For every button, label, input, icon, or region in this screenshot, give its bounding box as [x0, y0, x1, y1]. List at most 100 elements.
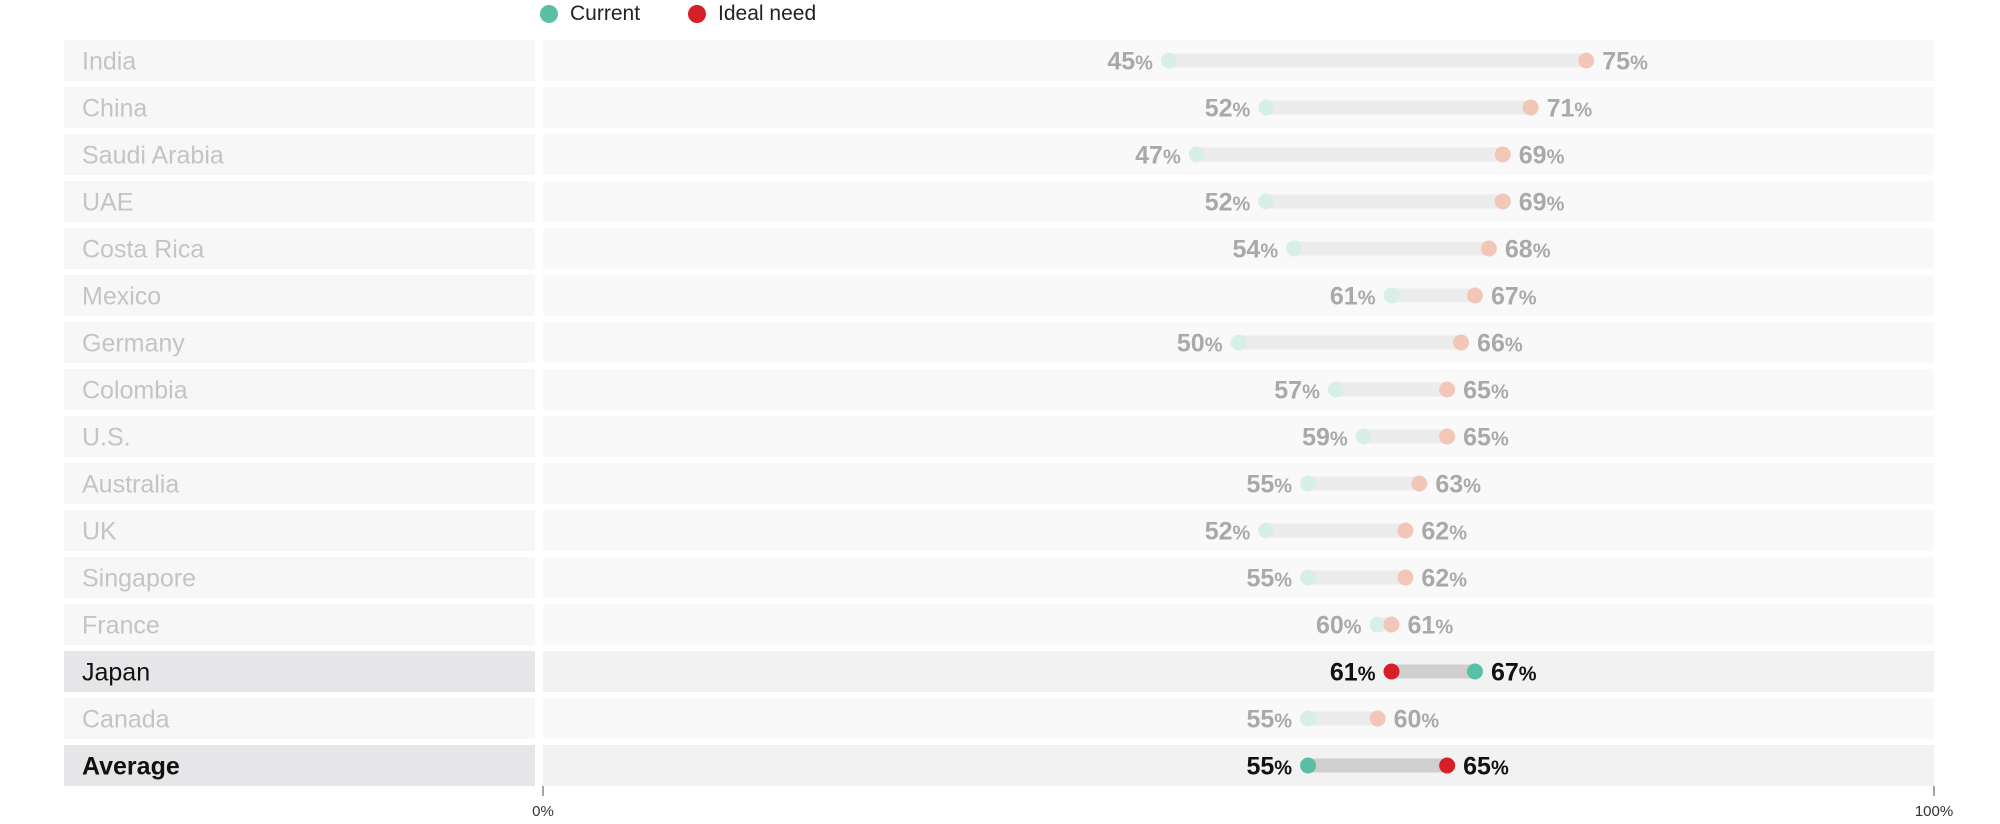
row-label-band: [64, 557, 535, 598]
current-value-label: 55%: [1246, 753, 1292, 781]
row-plot-band: [543, 510, 1934, 551]
row-plot-band: [543, 181, 1934, 222]
ideal-value-label: 75%: [1602, 48, 1648, 76]
row-label: UAE: [82, 189, 133, 217]
row-label-band: [64, 134, 535, 175]
current-dot: [1369, 616, 1386, 633]
row-label: Australia: [82, 471, 179, 499]
ideal-dot: [1369, 710, 1386, 727]
current-value-label: 52%: [1205, 95, 1251, 123]
row-plot-band: [543, 463, 1934, 504]
row-plot-band: [543, 698, 1934, 739]
ideal-dot: [1411, 475, 1428, 492]
row-label: Costa Rica: [82, 236, 204, 264]
row-label: Mexico: [82, 283, 161, 311]
ideal-dot: [1383, 663, 1400, 680]
row-plot-band: [543, 416, 1934, 457]
current-value-label: 52%: [1205, 189, 1251, 217]
ideal-value-label: 71%: [1547, 95, 1593, 123]
ideal-value-label: 61%: [1330, 659, 1376, 687]
row-label-band: [64, 322, 535, 363]
row-label-band: [64, 275, 535, 316]
row-plot-band: [543, 557, 1934, 598]
ideal-dot: [1522, 99, 1539, 116]
ideal-value-label: 69%: [1519, 142, 1565, 170]
current-value-label: 59%: [1302, 424, 1348, 452]
ideal-dot: [1480, 240, 1497, 257]
current-value-label: 45%: [1107, 48, 1153, 76]
x-tick-label: 0%: [532, 803, 554, 820]
current-dot: [1258, 99, 1275, 116]
legend-item-ideal: Ideal need: [688, 2, 816, 26]
row-label-band: [64, 181, 535, 222]
ideal-dot: [1439, 428, 1456, 445]
row-label-band: [64, 698, 535, 739]
ideal-value-label: 65%: [1463, 424, 1509, 452]
row-label-band: [64, 745, 535, 786]
row-label: Germany: [82, 330, 185, 358]
row-plot-band: [543, 745, 1934, 786]
ideal-dot: [1453, 334, 1470, 351]
row-plot-band: [543, 369, 1934, 410]
row-label: India: [82, 48, 136, 76]
row-label-band: [64, 369, 535, 410]
current-value-label: 55%: [1246, 565, 1292, 593]
row-label: U.S.: [82, 424, 131, 452]
current-dot: [1383, 287, 1400, 304]
row-plot-band: [543, 275, 1934, 316]
ideal-value-label: 62%: [1421, 565, 1467, 593]
x-tick-label: 100%: [1915, 803, 1953, 820]
ideal-dot: [1466, 287, 1483, 304]
ideal-value-label: 60%: [1394, 706, 1440, 734]
current-dot: [1160, 52, 1177, 69]
ideal-value-label: 67%: [1491, 283, 1537, 311]
row-label: Saudi Arabia: [82, 142, 224, 170]
legend: Current Ideal need: [540, 2, 816, 26]
current-value-label: 55%: [1246, 706, 1292, 734]
row-label: Average: [82, 753, 180, 781]
row-plot-band: [543, 87, 1934, 128]
current-dot: [1258, 193, 1275, 210]
ideal-dot: [1397, 522, 1414, 539]
current-dot: [1300, 757, 1317, 774]
ideal-value-label: 66%: [1477, 330, 1523, 358]
current-dot: [1466, 663, 1483, 680]
row-label-band: [64, 510, 535, 551]
ideal-value-label: 65%: [1463, 377, 1509, 405]
current-dot: [1300, 475, 1317, 492]
ideal-value-label: 69%: [1519, 189, 1565, 217]
row-label: China: [82, 95, 147, 123]
row-label: UK: [82, 518, 117, 546]
ideal-value-label: 63%: [1435, 471, 1481, 499]
legend-item-current: Current: [540, 2, 640, 26]
ideal-dot: [1439, 381, 1456, 398]
legend-ideal-swatch: [688, 5, 707, 23]
ideal-dot: [1439, 757, 1456, 774]
ideal-value-label: 68%: [1505, 236, 1551, 264]
row-plot-band: [543, 228, 1934, 269]
current-value-label: 67%: [1491, 659, 1537, 687]
row-label: Japan: [82, 659, 150, 687]
current-dot: [1355, 428, 1372, 445]
legend-current-label: Current: [570, 2, 641, 25]
legend-current-swatch: [540, 5, 558, 23]
row-label-band: [64, 604, 535, 645]
ideal-dot: [1383, 616, 1400, 633]
current-dot: [1286, 240, 1303, 257]
current-dot: [1327, 381, 1344, 398]
legend-ideal-label: Ideal need: [718, 2, 817, 25]
row-label-band: [64, 416, 535, 457]
current-value-label: 47%: [1135, 142, 1181, 170]
current-value-label: 52%: [1205, 518, 1251, 546]
ideal-dot: [1397, 569, 1414, 586]
row-label-band: [64, 228, 535, 269]
row-label-band: [64, 87, 535, 128]
ideal-dot: [1578, 52, 1595, 69]
ideal-value-label: 62%: [1421, 518, 1467, 546]
row-label: Canada: [82, 706, 170, 734]
ideal-value-label: 65%: [1463, 753, 1509, 781]
current-dot: [1188, 146, 1205, 163]
ideal-value-label: 61%: [1408, 612, 1454, 640]
current-dot: [1300, 569, 1317, 586]
